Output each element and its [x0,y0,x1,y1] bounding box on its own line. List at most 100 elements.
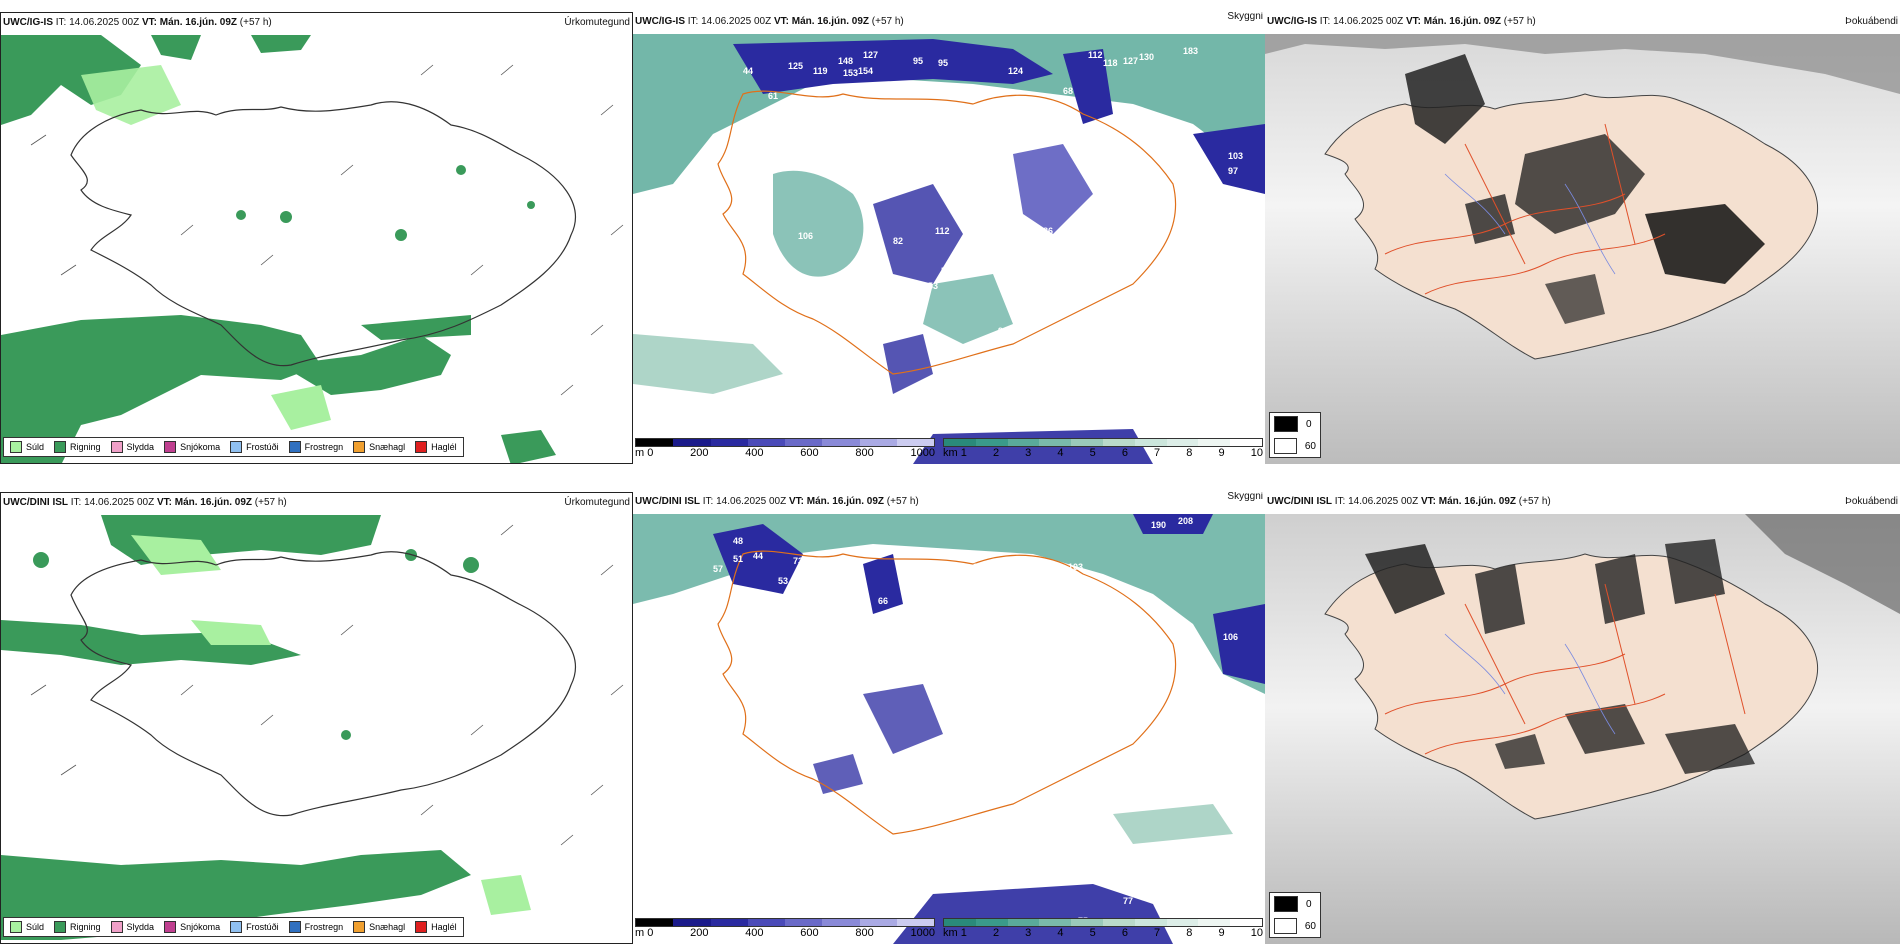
map-precip-type[interactable] [1,35,632,463]
swatch [288,441,301,453]
legend-row: 0 [1270,893,1320,915]
vis-label: 208 [1178,516,1193,526]
vis-label: 82 [973,562,983,572]
colorbar-step [896,919,934,926]
colorbar-step [944,439,976,446]
vis-label: 732 [793,556,808,566]
swatch [10,921,22,933]
swatch [353,441,366,453]
vis-label: 61 [768,91,778,101]
vis-label: 103 [1228,151,1243,161]
vis-label: 125 [788,61,803,71]
colorbar-step [785,919,823,926]
vis-label: 80 [858,632,868,642]
vis-label: 37 [1018,772,1028,782]
colorbar-step [1134,439,1167,446]
panel-visibility-bottom: UWC/DINI ISL IT: 14.06.2025 00Z VT: Mán.… [633,492,1265,944]
legend-item: Snjókoma [164,441,220,453]
ceiling-colorbar [635,918,935,927]
vis-label: 52 [938,564,948,574]
colorbar-step [710,439,748,446]
vis-label: 95 [913,56,923,66]
legend-row: 60 [1270,435,1320,457]
model-name: UWC/IG-IS [635,16,685,27]
colorbar-step [859,919,897,926]
swatch [54,921,67,933]
vis-label: 89 [1023,570,1033,580]
vis-label: 86 [1043,226,1053,236]
vis-label: 118 [1103,58,1118,68]
vis-label: 231 [923,81,938,91]
precip-type-legend: Súld Rigning Slydda Snjókoma Frostúði Fr… [3,437,464,457]
legend-item: Rigning [54,441,101,453]
vis-label: 127 [863,50,878,60]
product-title: Skyggni [1227,12,1263,22]
vis-label: 183 [1183,46,1198,56]
product-title: Úrkomutegund [564,17,630,28]
vis-label: 112 [1088,50,1103,60]
colorbar-step [710,919,748,926]
legend-row: 0 [1270,413,1320,435]
legend-item: Frostúði [230,921,279,933]
colorbar-step [1071,919,1103,926]
vis-label: 36 [938,396,948,406]
colorbar-step [1166,919,1199,926]
product-title: Þokuábendi [1845,496,1898,507]
legend-item: Súld [10,441,44,453]
colorbar-step [747,439,785,446]
colorbar-step [896,439,934,446]
colorbar-step [785,439,823,446]
product-title: Úrkomutegund [564,497,630,508]
map-precip-type[interactable] [1,515,632,943]
swatch [353,921,366,933]
vis-label: 70 [993,731,1003,741]
vis-label: 51 [733,554,743,564]
fog-legend: 0 60 [1269,412,1321,458]
legend-item: Slydda [110,921,154,933]
vis-label: 77 [1123,896,1133,906]
panel-visibility-top: UWC/IG-IS IT: 14.06.2025 00Z VT: Mán. 16… [633,12,1265,464]
panel-header: UWC/DINI ISL IT: 14.06.2025 00Z VT: Mán.… [1,493,632,513]
vis-label: 77 [973,221,983,231]
swatch [110,441,123,453]
colorbar-step [822,439,860,446]
colorbar-step [636,919,674,926]
colorbar-step [1102,439,1135,446]
map-fog[interactable] [1265,34,1900,464]
vis-label: 41 [923,580,933,590]
legend-item: Snjókoma [164,921,220,933]
ceiling-scale: m 0 200 400 600 800 1000 [635,438,935,460]
model-name: UWC/IG-IS [1267,16,1317,27]
legend-item: Frostúði [230,441,279,453]
swatch [1274,918,1297,934]
colorbar-step [1007,919,1040,926]
vis-label: 155 [1053,301,1068,311]
map-visibility[interactable]: 48 44 51 57 732 53 52 82 89 103 208 190 … [633,514,1265,944]
model-name: UWC/IG-IS [3,17,53,28]
swatch [415,441,428,453]
vis-label: 127 [1123,56,1138,66]
vis-label: 100 [828,151,843,161]
panel-header: UWC/IG-IS IT: 14.06.2025 00Z VT: Mán. 16… [1265,12,1900,32]
vis-label: 130 [1139,52,1154,62]
vis-label: 86 [878,632,888,642]
legend-item: Rigning [54,921,101,933]
visibility-colorbar [943,918,1263,927]
vis-label: 106 [1073,598,1088,608]
swatch [54,441,67,453]
swatch [1274,896,1298,912]
vis-label: 124 [1008,66,1023,76]
map-visibility[interactable]: 44 125 119 148 153 154 127 95 95 124 112… [633,34,1265,464]
map-fog[interactable] [1265,514,1900,944]
swatch [230,441,243,453]
vis-label: 92 [1133,261,1143,271]
swatch [10,441,22,453]
colorbar-step [1039,439,1072,446]
swatch [1274,416,1298,432]
vis-label: 38 [927,874,937,884]
panel-header: UWC/DINI ISL IT: 14.06.2025 00Z VT: Mán.… [1265,492,1900,512]
vis-label: 57 [713,564,723,574]
swatch [230,921,243,933]
legend-row: 60 [1270,915,1320,937]
product-title: Þokuábendi [1845,16,1898,27]
